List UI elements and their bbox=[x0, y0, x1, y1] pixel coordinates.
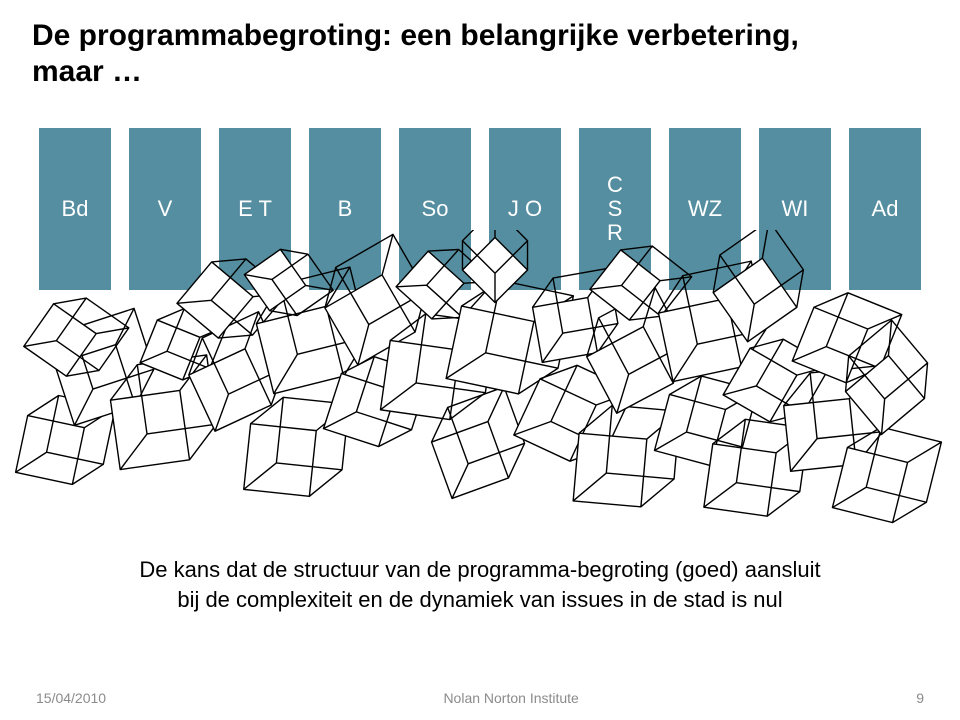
cubes-diagram bbox=[0, 230, 960, 600]
slide-title: De programmabegroting: een belangrijke v… bbox=[32, 18, 799, 90]
footer-page: 9 bbox=[916, 690, 924, 706]
footer: 15/04/2010 Nolan Norton Institute 9 bbox=[0, 690, 960, 706]
body-text: De kans dat de structuur van de programm… bbox=[0, 555, 960, 614]
footer-date: 15/04/2010 bbox=[36, 690, 106, 706]
footer-institute: Nolan Norton Institute bbox=[443, 690, 578, 706]
